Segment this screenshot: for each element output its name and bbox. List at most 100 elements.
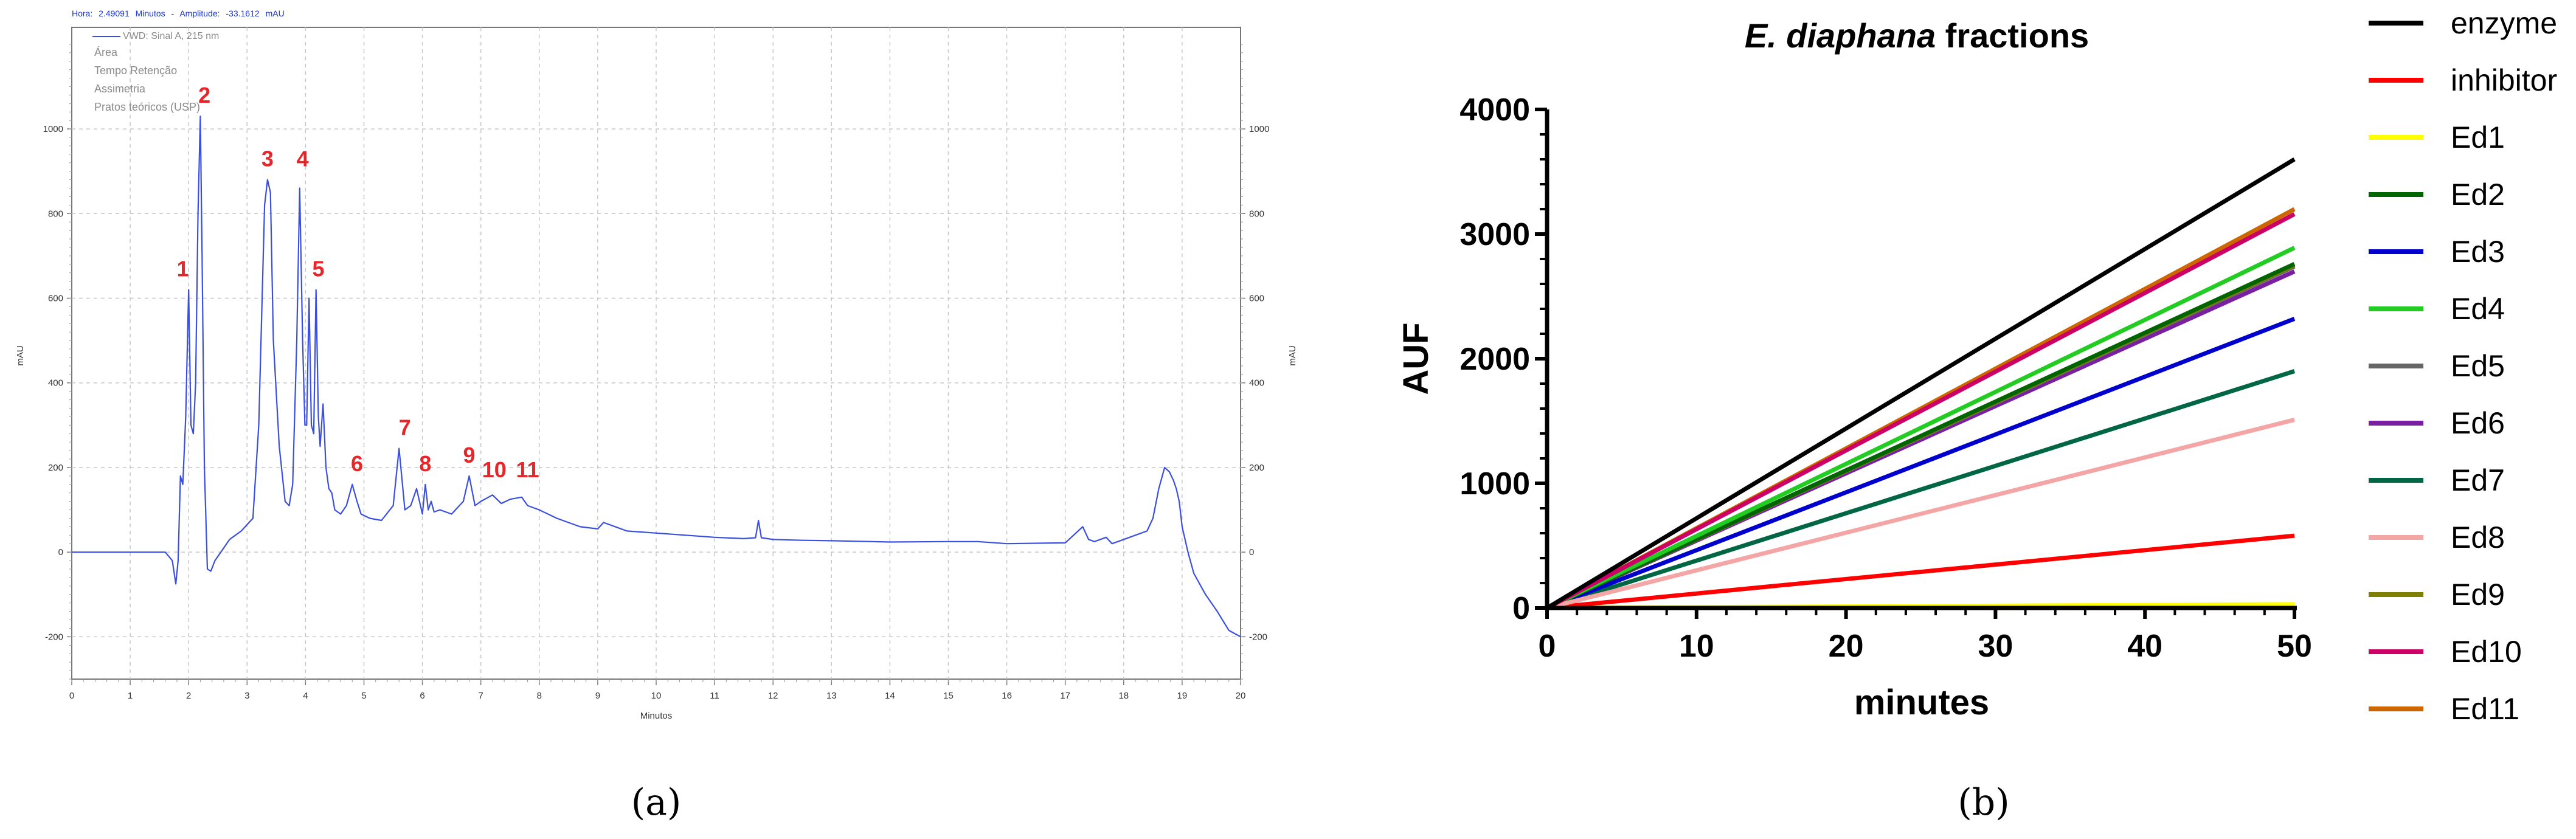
header-amplitude-unit: mAU [266, 9, 285, 18]
peak-label-3: 3 [261, 147, 274, 171]
y-tick-label-right: 1000 [1249, 124, 1269, 134]
legend-label-ed10: Ed10 [2451, 635, 2522, 669]
series-line-ed3 [1546, 317, 2296, 610]
x-tick-label: 6 [420, 691, 424, 701]
series-line-enzyme [1546, 157, 2296, 610]
x-tick-label: 1 [128, 691, 133, 701]
peak-label-10: 10 [482, 457, 507, 482]
legend-label-ed7: Ed7 [2451, 463, 2505, 497]
x-tick-label: 13 [826, 691, 837, 701]
chromatogram-y-axis-label-left: mAU [15, 345, 26, 365]
y-tick-label-right: 200 [1249, 463, 1264, 473]
x-tick-label: 18 [1118, 691, 1129, 701]
y-tick-label-left: 200 [48, 463, 63, 473]
kinetics-series-lines [1546, 157, 2296, 610]
b-x-tick-label: 0 [1539, 629, 1556, 664]
y-tick-label-left: 0 [58, 547, 63, 558]
peak-label-1: 1 [177, 257, 189, 281]
peak-label-4: 4 [297, 147, 309, 171]
y-tick-label-right: -200 [1249, 632, 1267, 642]
panel-a-label: (a) [631, 781, 682, 824]
series-line-ed2 [1546, 262, 2296, 610]
title-species: E. diaphana [1745, 16, 1936, 55]
legend-label-ed11: Ed11 [2451, 692, 2519, 726]
legend-label-ed9: Ed9 [2451, 578, 2505, 612]
legend-label-ed3: Ed3 [2451, 235, 2505, 269]
peak-label-11: 11 [516, 457, 539, 482]
header-hora-unit: Minutos [136, 9, 165, 18]
peak-label-7: 7 [399, 415, 411, 440]
x-tick-label: 17 [1060, 691, 1070, 701]
legend-label-ed6: Ed6 [2451, 406, 2505, 440]
b-y-tick-label: 1000 [1459, 466, 1530, 502]
peak-label-8: 8 [419, 451, 431, 476]
b-y-tick-label: 3000 [1459, 217, 1530, 252]
legend-label-ed2: Ed2 [2451, 178, 2505, 212]
x-tick-label: 2 [186, 691, 191, 701]
x-tick-label: 5 [361, 691, 366, 701]
kinetics-legend: enzyme inhibitor Ed1 Ed2 Ed3 Ed4 Ed5 Ed6 Ed7 Ed8 E… [2369, 6, 2557, 726]
legend-label-ed4: Ed4 [2451, 292, 2505, 326]
b-x-tick-label: 40 [2127, 629, 2162, 664]
b-x-tick-label: 10 [1679, 629, 1714, 664]
header-amplitude-value: -33.1612 [226, 9, 259, 18]
legend-label-ed5: Ed5 [2451, 349, 2505, 383]
legend-area: Área [94, 46, 118, 58]
series-line-ed4 [1546, 246, 2296, 610]
x-tick-label: 3 [244, 691, 249, 701]
x-tick-label: 8 [537, 691, 542, 701]
chromatogram-chart: 0 1 2 3 4 5 6 7 8 9 10 11 12 13 14 15 16 17 18 19 20-200 -200… [15, 27, 1298, 721]
x-tick-label: 12 [768, 691, 778, 701]
series-line-ed8 [1546, 418, 2295, 610]
legend-label-inhibitor: inhibitor [2451, 63, 2557, 97]
header-amplitude-label: Amplitude: [179, 9, 220, 18]
y-tick-label-left: 400 [48, 378, 63, 388]
header-hora-label: Hora: [72, 9, 92, 18]
series-line-ed10 [1546, 212, 2296, 610]
x-tick-label: 11 [710, 691, 719, 701]
x-tick-label: 16 [1002, 691, 1012, 701]
legend-label-ed1: Ed1 [2451, 120, 2505, 154]
chromatogram-legend: VWD: Sinal A, 215 nm Área Tempo Retenção… [92, 31, 219, 113]
chromatogram-header: Hora: 2.49091 Minutos - Amplitude: -33.1… [72, 9, 285, 18]
y-tick-label-right: 800 [1249, 209, 1264, 219]
kinetics-ticks: 0 10 20 30 40 50 0 1000 2000 3000 4000 [1459, 92, 2312, 664]
panel-b-label: (b) [1958, 781, 2009, 824]
series-line-inhibitor [1546, 533, 2295, 610]
x-tick-label: 0 [69, 691, 74, 701]
legend-label-ed8: Ed8 [2451, 520, 2505, 554]
y-tick-label-right: 600 [1249, 294, 1264, 304]
chromatogram-y-axis-label-right: mAU [1287, 345, 1298, 365]
b-y-tick-label: 4000 [1459, 92, 1530, 128]
y-tick-label-left: 600 [48, 294, 63, 304]
chromatogram-x-axis-label: Minutos [640, 711, 673, 721]
b-y-tick-label: 0 [1512, 591, 1530, 626]
y-tick-label-right: 0 [1249, 547, 1254, 558]
title-suffix: fractions [1936, 16, 2089, 55]
y-tick-label-left: 800 [48, 209, 63, 219]
x-tick-label: 9 [595, 691, 600, 701]
chromatogram-grid [72, 27, 1241, 679]
b-x-tick-label: 20 [1829, 629, 1864, 664]
x-tick-label: 7 [479, 691, 483, 701]
legend-signal-label: VWD: Sinal A, 215 nm [123, 31, 219, 41]
y-tick-label-left: -200 [45, 632, 63, 642]
x-tick-label: 19 [1177, 691, 1188, 701]
legend-label-enzyme: enzyme [2451, 6, 2557, 40]
kinetics-chart-title: E. diaphana fractions [1745, 16, 2089, 55]
kinetics-y-axis-label: AUF [1396, 322, 1436, 395]
b-y-tick-label: 2000 [1459, 342, 1530, 377]
legend-asymmetry: Assimetria [94, 83, 146, 95]
x-tick-label: 15 [943, 691, 954, 701]
x-tick-label: 10 [651, 691, 662, 701]
x-tick-label: 20 [1236, 691, 1246, 701]
peak-label-5: 5 [313, 257, 325, 281]
chromatogram-ticks: 0 1 2 3 4 5 6 7 8 9 10 11 12 13 14 15 16 17 18 19 20-200 -200… [43, 44, 1269, 701]
y-tick-label-left: 1000 [43, 124, 63, 134]
peak-label-2: 2 [198, 83, 210, 108]
chromatogram-trace [72, 116, 1241, 638]
peak-label-6: 6 [351, 451, 363, 476]
legend-retention-time: Tempo Retenção [94, 64, 177, 77]
